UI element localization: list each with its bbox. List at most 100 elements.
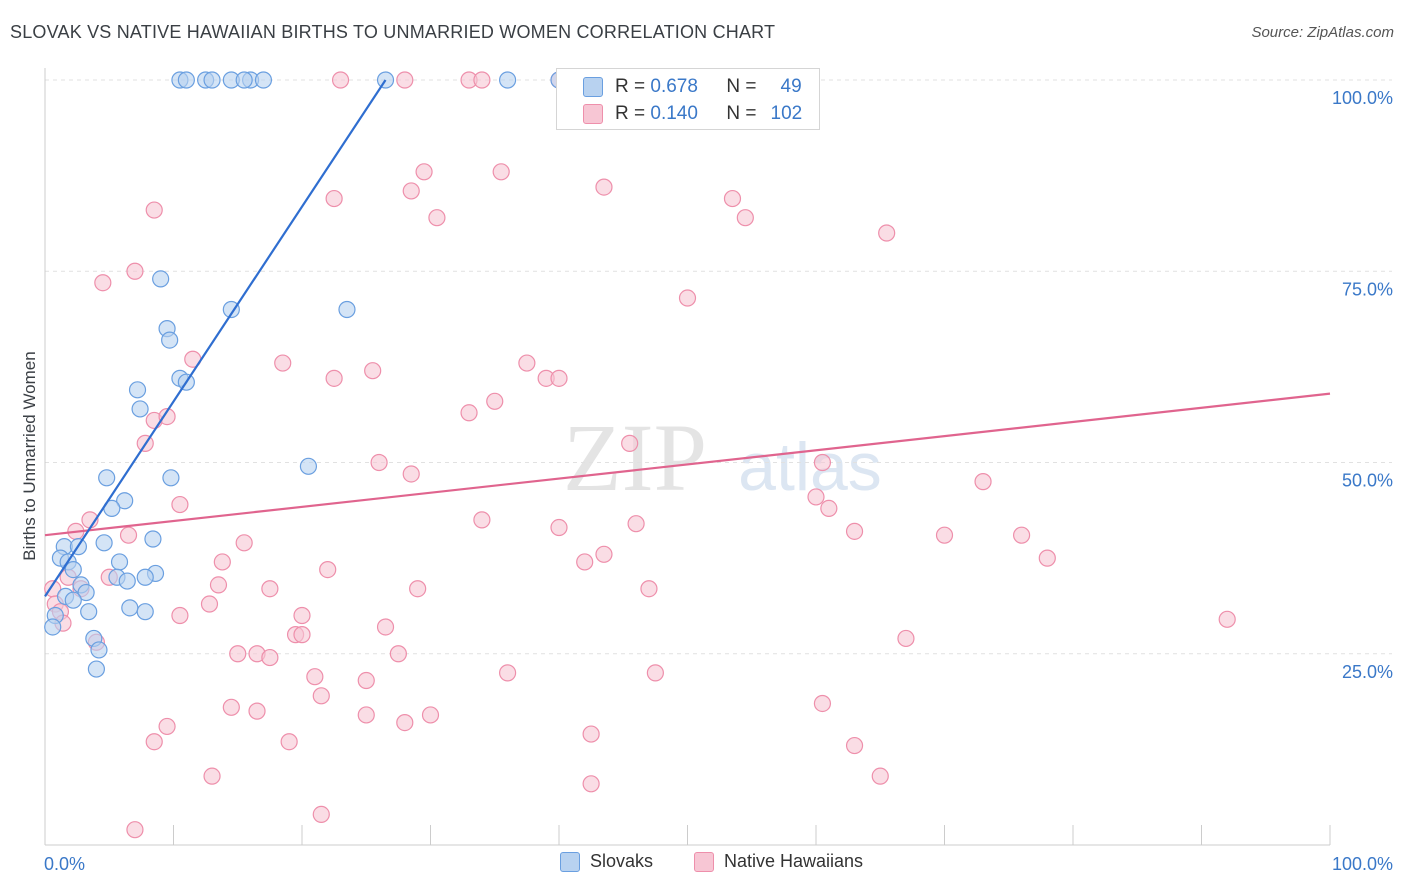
slovak-point [161, 331, 179, 349]
native-hawaiian-point [325, 369, 343, 387]
native-hawaiian-point [595, 545, 613, 563]
native-hawaiian-point [229, 645, 247, 663]
slovak-point [87, 660, 106, 678]
native-hawaiian-point [319, 560, 337, 579]
slovak-point [118, 572, 136, 590]
native-hawaiian-point [582, 775, 600, 793]
native-hawaiian-point [209, 576, 228, 594]
native-hawaiian-point [331, 71, 350, 89]
slovak-point [90, 641, 108, 659]
slovak-point [121, 599, 139, 617]
native-hawaiian-point [94, 274, 112, 292]
native-hawaiian-point [158, 408, 176, 426]
native-hawaiian-point [235, 534, 253, 552]
native-hawaiian-point [627, 515, 645, 533]
native-hawaiian-point [678, 289, 697, 307]
slovak-point [177, 71, 195, 89]
slovak-point [152, 270, 170, 288]
slovak-point [64, 560, 82, 579]
native-hawaiian-point [550, 369, 568, 387]
stats-n-label: N = [726, 103, 757, 124]
native-hawaiian-point [248, 702, 266, 720]
native-hawaiian-point [357, 671, 375, 690]
native-hawaiian-point [736, 209, 754, 227]
legend-item-native-hawaiians[interactable]: Native Hawaiians [694, 851, 863, 872]
native-hawaiian-point [222, 698, 240, 716]
native-hawaiian-point [293, 606, 311, 625]
native-hawaiian-point [723, 189, 742, 208]
slovak-point [338, 300, 356, 319]
y-tick-label: 25.0% [1342, 662, 1393, 682]
slovak-point [299, 457, 318, 475]
slovak-point [98, 469, 116, 487]
native-hawaiian-point [396, 71, 414, 89]
stats-n-value: 102 [770, 103, 803, 124]
stats-legend: R = 0.678 N = 49 R = 0.140 N = 102 [556, 68, 820, 130]
native-hawaiian-point [370, 453, 388, 472]
legend-swatch-native-hawaiians [694, 851, 714, 872]
chart-title: SLOVAK VS NATIVE HAWAIIAN BIRTHS TO UNMA… [10, 22, 776, 42]
legend-item-slovaks[interactable]: Slovaks [560, 851, 653, 872]
native-hawaiian-point [582, 725, 600, 743]
stats-swatch-slovaks [583, 77, 603, 97]
slovak-point [203, 71, 221, 89]
native-hawaiian-point [473, 511, 491, 529]
native-hawaiian-point [145, 201, 163, 219]
native-hawaiian-point [595, 178, 613, 196]
stats-r-label: R = [615, 103, 646, 124]
native-hawaiian-point [280, 733, 298, 751]
native-hawaiian-point [213, 553, 231, 571]
native-hawaiian-point [119, 526, 138, 544]
native-hawaiian-point [492, 163, 510, 181]
native-hawaiian-point [646, 664, 664, 682]
slovak-point [128, 381, 147, 399]
slovak-point [44, 618, 62, 636]
native-hawaiian-point [640, 580, 658, 598]
stats-r-label: R = [615, 76, 646, 97]
native-hawaiian-point [200, 595, 219, 613]
native-hawaiian-point [396, 713, 414, 732]
slovak-point [95, 534, 113, 552]
y-tick-label: 50.0% [1342, 471, 1393, 491]
native-hawaiian-point [878, 224, 896, 242]
native-hawaiian-point [376, 618, 395, 636]
native-hawaiian-point [389, 645, 407, 663]
native-hawaiian-point [126, 821, 144, 839]
native-hawaiian-point [428, 209, 446, 227]
slovak-point [144, 530, 162, 548]
stats-swatch-native-hawaiians [583, 104, 603, 124]
stats-n-label: N = [726, 76, 757, 97]
stats-r-value: 0.678 [650, 76, 698, 97]
native-hawaiian-point [325, 189, 343, 208]
legend-swatch-slovaks [560, 851, 580, 872]
native-hawaiian-point [518, 354, 536, 372]
native-hawaiian-point [306, 668, 324, 686]
native-hawaiian-point [621, 434, 639, 452]
native-hawaiian-point [1218, 610, 1236, 628]
native-hawaiian-point [171, 495, 189, 514]
native-hawaiian-point [145, 733, 163, 751]
slovak-point [80, 603, 98, 621]
native-hawaiian-point [171, 606, 189, 625]
native-hawaiian-point [486, 392, 504, 410]
slovak-point [222, 300, 240, 319]
slovak-point [116, 492, 134, 510]
native-hawaiian-point [499, 664, 517, 682]
stats-n-value: 49 [780, 76, 802, 97]
slovak-point [162, 469, 180, 487]
legend-label-native-hawaiians: Native Hawaiians [724, 851, 864, 871]
native-hawaiian-point [1012, 526, 1031, 544]
native-hawaiian-point [409, 580, 427, 598]
slovak-trend-line [44, 79, 387, 597]
native-hawaiian-point [813, 694, 832, 713]
native-hawaiian-point [274, 354, 292, 372]
bottom-legend: Slovaks Native Hawaiians [0, 851, 1406, 881]
native-hawaiian-point [203, 767, 221, 785]
slovak-point [254, 71, 273, 89]
native-hawaiian-point [820, 499, 838, 517]
native-hawaiian-point [813, 453, 832, 472]
watermark-zip: ZIP [563, 404, 707, 511]
slovak-point [136, 568, 154, 586]
slovak-point [499, 71, 517, 89]
